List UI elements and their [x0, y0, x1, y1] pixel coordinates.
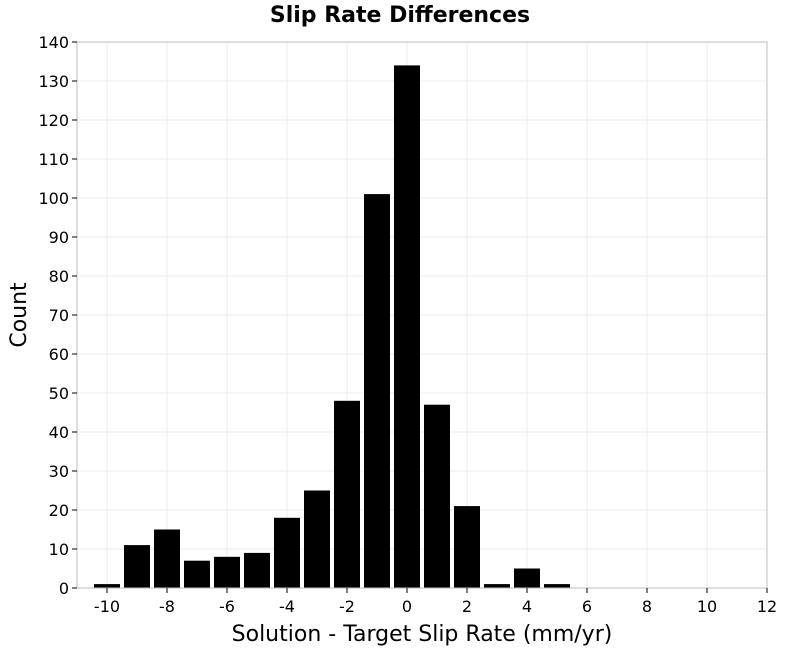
- x-tick-label: -8: [159, 597, 175, 616]
- y-tick-label: 60: [49, 345, 69, 364]
- y-tick-label: 130: [38, 72, 69, 91]
- histogram-bar: [334, 400, 360, 588]
- x-tick-label: 2: [462, 597, 472, 616]
- histogram-bar: [94, 584, 120, 588]
- histogram-bar: [244, 552, 270, 588]
- y-axis: 0 10 20 30 40 50 60 70 80 90 100 110 120 130 140: [38, 33, 77, 598]
- y-tick-label: 40: [49, 423, 69, 442]
- x-tick-label: -2: [339, 597, 355, 616]
- y-axis-label: Count: [7, 282, 32, 348]
- histogram-bar: [514, 568, 540, 588]
- histogram-bar: [424, 404, 450, 588]
- x-tick-label: 10: [697, 597, 717, 616]
- bars: [94, 65, 570, 588]
- x-tick-label: 4: [522, 597, 532, 616]
- x-tick-label: -6: [219, 597, 235, 616]
- x-axis-label: Solution - Target Slip Rate (mm/yr): [232, 622, 613, 647]
- x-tick-label: -10: [94, 597, 120, 616]
- y-tick-label: 90: [49, 228, 69, 247]
- histogram-bar: [274, 517, 300, 588]
- x-tick-label: 8: [642, 597, 652, 616]
- histogram-bar: [454, 506, 480, 588]
- histogram-bar: [544, 584, 570, 588]
- y-tick-label: 100: [38, 189, 69, 208]
- y-tick-label: 10: [49, 540, 69, 559]
- grid-lines: [77, 41, 768, 589]
- x-tick-label: -4: [279, 597, 295, 616]
- y-tick-label: 80: [49, 267, 69, 286]
- x-tick-label: 6: [582, 597, 592, 616]
- x-tick-label: 12: [757, 597, 777, 616]
- histogram-bar: [154, 529, 180, 588]
- histogram-bar: [184, 560, 210, 588]
- y-tick-label: 140: [38, 33, 69, 52]
- histogram-bar: [394, 65, 420, 588]
- y-tick-label: 110: [38, 150, 69, 169]
- histogram-bar: [364, 194, 390, 588]
- y-tick-label: 20: [49, 501, 69, 520]
- histogram-bar: [304, 490, 330, 588]
- y-tick-label: 70: [49, 306, 69, 325]
- x-axis: -10 -8 -6 -4 -2 0 2 4 6 8 10 12: [94, 588, 777, 616]
- chart-title: Slip Rate Differences: [270, 3, 530, 28]
- y-tick-label: 30: [49, 462, 69, 481]
- histogram-bar: [484, 584, 510, 588]
- y-tick-label: 50: [49, 384, 69, 403]
- histogram-bar: [124, 545, 150, 588]
- x-tick-label: 0: [402, 597, 412, 616]
- histogram-bar: [214, 556, 240, 588]
- y-tick-label: 0: [59, 579, 69, 598]
- y-tick-label: 120: [38, 111, 69, 130]
